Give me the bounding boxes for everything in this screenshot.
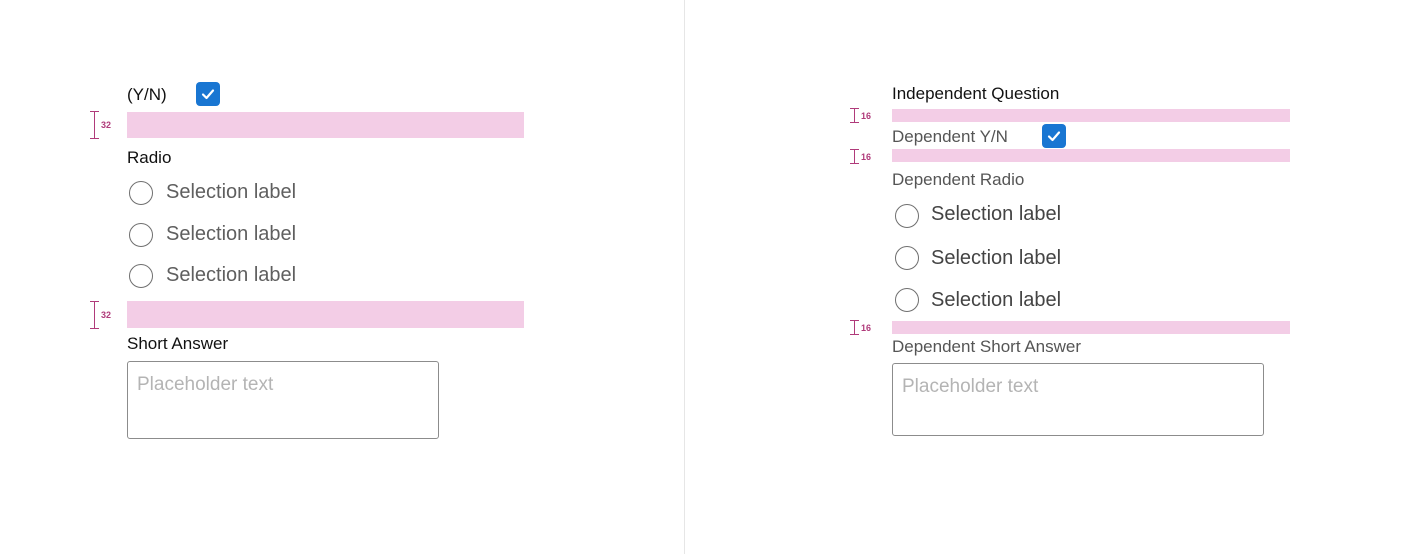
radio-option-label: Selection label [931,203,1062,225]
spacing-value: 16 [861,323,872,333]
spacing-block [892,321,1290,334]
spacing-value: 16 [861,111,872,121]
radio-option-2[interactable] [129,223,153,247]
spacing-marker-icon: 32 [90,111,114,139]
radio-group-label: Radio [127,148,172,167]
radio-option-1[interactable] [895,204,919,228]
short-answer-input[interactable]: Placeholder text [127,361,439,439]
spacing-marker-icon: 16 [850,108,874,123]
short-answer-label: Short Answer [127,334,229,353]
radio-option-label: Selection label [166,181,297,203]
radio-option-label: Selection label [931,289,1062,311]
check-icon [201,89,215,100]
radio-option-3[interactable] [129,264,153,288]
spacing-marker-icon: 16 [850,320,874,335]
radio-option-1[interactable] [129,181,153,205]
dependent-yn-label: Dependent Y/N [892,127,1008,146]
radio-option-3[interactable] [895,288,919,312]
panel-divider [684,0,685,554]
spacing-block [892,109,1290,122]
dependent-short-answer-label: Dependent Short Answer [892,337,1082,356]
dependent-radio-label: Dependent Radio [892,170,1025,189]
dependent-short-answer-input[interactable]: Placeholder text [892,363,1264,436]
spacing-value: 16 [861,152,872,162]
independent-question-label: Independent Question [892,84,1060,103]
dependent-yn-checkbox[interactable] [1042,124,1066,148]
placeholder-text: Placeholder text [137,374,274,395]
yn-checkbox[interactable] [196,82,220,106]
radio-option-label: Selection label [166,264,297,286]
yn-label: (Y/N) [127,85,167,104]
spacing-value: 32 [101,310,112,320]
check-icon [1047,131,1061,142]
spacing-block [892,149,1290,162]
placeholder-text: Placeholder text [902,376,1039,397]
spacing-marker-icon: 32 [90,301,114,329]
radio-option-2[interactable] [895,246,919,270]
spacing-value: 32 [101,120,112,130]
spacing-block [127,301,524,328]
radio-option-label: Selection label [931,247,1062,269]
spacing-block [127,112,524,138]
spacing-marker-icon: 16 [850,149,874,164]
radio-option-label: Selection label [166,223,297,245]
